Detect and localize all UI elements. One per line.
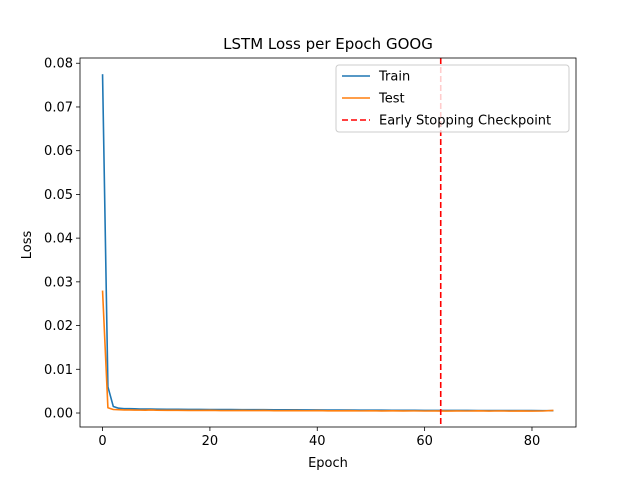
y-tick-label: 0.06 <box>44 144 73 159</box>
x-tick-label: 40 <box>309 434 326 449</box>
plot-area <box>79 57 577 428</box>
legend-label: Test <box>378 92 405 107</box>
series-line-test <box>101 290 554 412</box>
x-axis-label: Epoch <box>308 456 348 471</box>
legend-box <box>335 64 570 133</box>
y-tick-label: 0.08 <box>44 57 73 72</box>
y-tick-label: 0.04 <box>44 232 73 247</box>
x-axis: 0 20 40 60 80 <box>98 427 540 449</box>
y-tick-label: 0.05 <box>44 188 73 203</box>
axes-frame <box>79 57 577 428</box>
y-axis: 0.00 0.01 0.02 0.03 0.04 0.05 0.06 0.07 0.08 <box>44 57 80 422</box>
legend-label: Train <box>378 70 410 85</box>
y-tick-label: 0.03 <box>44 275 73 290</box>
y-tick-label: 0.02 <box>44 319 73 334</box>
legend: Train Test Early Stopping Checkpoint <box>335 64 570 133</box>
x-tick-label: 0 <box>98 434 106 449</box>
legend-label: Early Stopping Checkpoint <box>379 114 551 129</box>
x-tick-label: 60 <box>416 434 433 449</box>
y-axis-label: Loss <box>20 231 35 260</box>
y-tick-label: 0.07 <box>44 100 73 115</box>
y-tick-label: 0.01 <box>44 363 73 378</box>
x-tick-label: 20 <box>202 434 219 449</box>
x-tick-label: 80 <box>524 434 541 449</box>
y-tick-label: 0.00 <box>44 407 73 422</box>
chart-title: LSTM Loss per Epoch GOOG <box>223 35 433 53</box>
